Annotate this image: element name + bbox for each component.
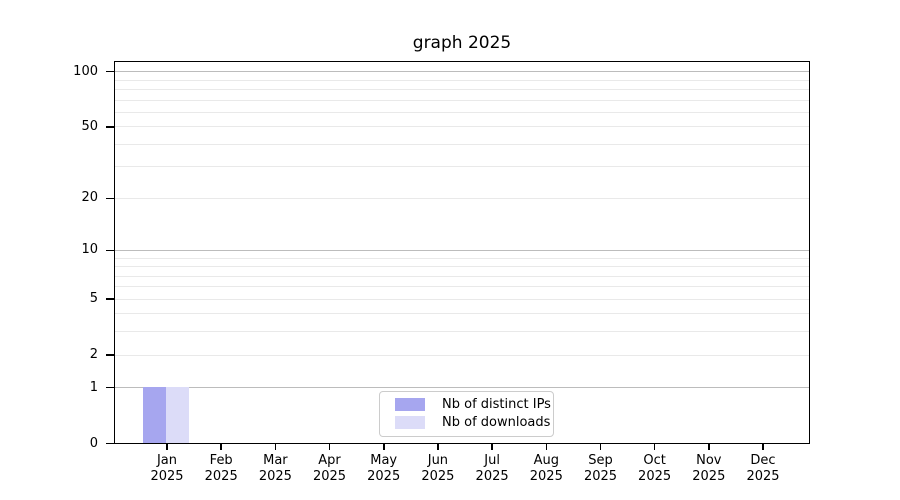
legend-swatch [395, 398, 425, 411]
legend-item: Nb of distinct IPs [395, 398, 553, 411]
x-axis-tick-label: Aug 2025 [518, 453, 574, 485]
y-gridline-minor [115, 89, 809, 90]
y-gridline-minor [115, 143, 809, 145]
month-label: Feb [209, 453, 233, 468]
y-gridline-minor [115, 111, 809, 113]
month-label: Dec [750, 453, 776, 468]
bar-distinct-ips [142, 387, 166, 443]
x-axis-tick-label: May 2025 [356, 453, 412, 485]
x-axis-tick [599, 443, 602, 450]
y-gridline-minor [115, 275, 809, 277]
x-axis-tick [383, 443, 385, 450]
y-gridline-major [115, 71, 809, 73]
year-label: 2025 [150, 469, 184, 484]
y-axis-tick-label: 20 [81, 190, 98, 206]
y-gridline-major [115, 249, 809, 251]
year-label: 2025 [312, 469, 347, 484]
y-gridline-minor [115, 313, 809, 315]
plot-area [114, 61, 810, 444]
year-label: 2025 [583, 469, 618, 484]
y-gridline-major [115, 387, 809, 389]
y-axis-tick-label: 5 [89, 291, 98, 307]
y-gridline-minor [115, 197, 809, 199]
x-axis-tick-label: Oct 2025 [627, 453, 683, 485]
y-axis-tick [106, 386, 114, 389]
legend: Nb of distinct IPs Nb of downloads [379, 391, 554, 437]
y-axis-tick [106, 126, 114, 128]
y-gridline-minor [115, 286, 809, 288]
y-axis-tick [106, 354, 114, 356]
y-axis-tick-label: 0 [89, 435, 98, 451]
x-axis-tick [545, 443, 547, 450]
year-label: 2025 [638, 469, 672, 484]
legend-item: Nb of downloads [395, 416, 553, 429]
year-label: 2025 [746, 469, 780, 484]
x-axis-tick-label: Sep 2025 [573, 453, 629, 485]
x-axis-tick-label: Feb 2025 [193, 453, 249, 485]
month-label: Nov [696, 453, 722, 468]
y-gridline-minor [115, 266, 809, 267]
chart-title: graph 2025 [412, 33, 512, 53]
y-gridline-minor [115, 354, 809, 356]
month-label: Aug [533, 453, 559, 468]
y-gridline-minor [115, 99, 809, 101]
x-axis-tick-label: Jan 2025 [139, 453, 195, 485]
year-label: 2025 [529, 469, 563, 484]
y-gridline-minor [115, 166, 809, 168]
month-label: Jul [484, 453, 500, 468]
year-label: 2025 [475, 469, 509, 484]
y-axis-tick-label: 50 [81, 118, 98, 134]
year-label: 2025 [204, 469, 238, 484]
x-axis-tick [274, 443, 277, 450]
y-axis-tick-label: 100 [73, 63, 98, 79]
y-gridline-minor [115, 257, 809, 259]
y-axis-tick [106, 70, 114, 73]
y-axis-tick [106, 442, 114, 445]
y-axis-tick [106, 249, 114, 252]
x-axis-tick [166, 443, 168, 450]
bar-downloads [165, 387, 189, 443]
y-axis-tick [106, 197, 114, 199]
x-axis-tick [220, 443, 222, 450]
month-label: Jan [156, 453, 178, 468]
y-axis-tick-label: 10 [81, 242, 98, 258]
x-axis-tick [653, 443, 656, 450]
x-axis-tick-label: Nov 2025 [681, 453, 737, 485]
y-axis-tick-label: 1 [89, 379, 98, 395]
month-label: Sep [588, 453, 613, 468]
legend-swatch [395, 416, 425, 429]
month-label: Apr [318, 453, 341, 468]
year-label: 2025 [421, 469, 455, 484]
y-gridline-minor [115, 298, 809, 300]
x-axis-tick-label: Jun 2025 [410, 453, 466, 485]
x-axis-tick [437, 443, 439, 450]
legend-label: Nb of downloads [442, 415, 551, 430]
y-gridline-minor [115, 331, 809, 333]
x-axis-tick-label: Apr 2025 [302, 453, 358, 485]
year-label: 2025 [692, 469, 726, 484]
x-axis-tick [708, 443, 710, 450]
month-label: May [370, 453, 398, 468]
year-label: 2025 [367, 469, 401, 484]
x-axis-tick-label: Jul 2025 [464, 453, 520, 485]
x-axis-tick [491, 443, 493, 450]
y-axis-tick-label: 2 [89, 347, 98, 362]
x-axis-tick [328, 443, 331, 450]
x-axis-tick-label: Mar 2025 [247, 453, 303, 485]
y-axis-tick [106, 298, 114, 300]
month-label: Mar [263, 453, 288, 468]
x-axis-tick-label: Dec 2025 [735, 453, 791, 485]
legend-label: Nb of distinct IPs [442, 397, 551, 412]
y-gridline-minor [115, 79, 809, 81]
year-label: 2025 [258, 469, 292, 484]
month-label: Jun [427, 453, 449, 468]
month-label: Oct [643, 453, 666, 468]
y-gridline-minor [115, 126, 809, 128]
x-axis-tick [762, 443, 764, 450]
